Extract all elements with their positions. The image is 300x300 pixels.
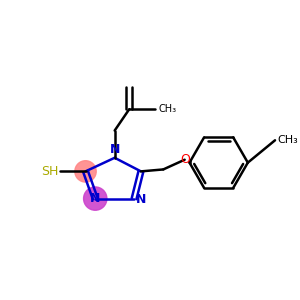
Circle shape: [75, 161, 96, 182]
Text: N: N: [90, 192, 101, 205]
Text: SH: SH: [41, 165, 58, 178]
Text: N: N: [110, 143, 120, 156]
Text: N: N: [136, 193, 146, 206]
Circle shape: [84, 187, 107, 210]
Text: CH₃: CH₃: [277, 135, 298, 145]
Text: O: O: [181, 153, 190, 166]
Text: CH₃: CH₃: [158, 104, 176, 114]
